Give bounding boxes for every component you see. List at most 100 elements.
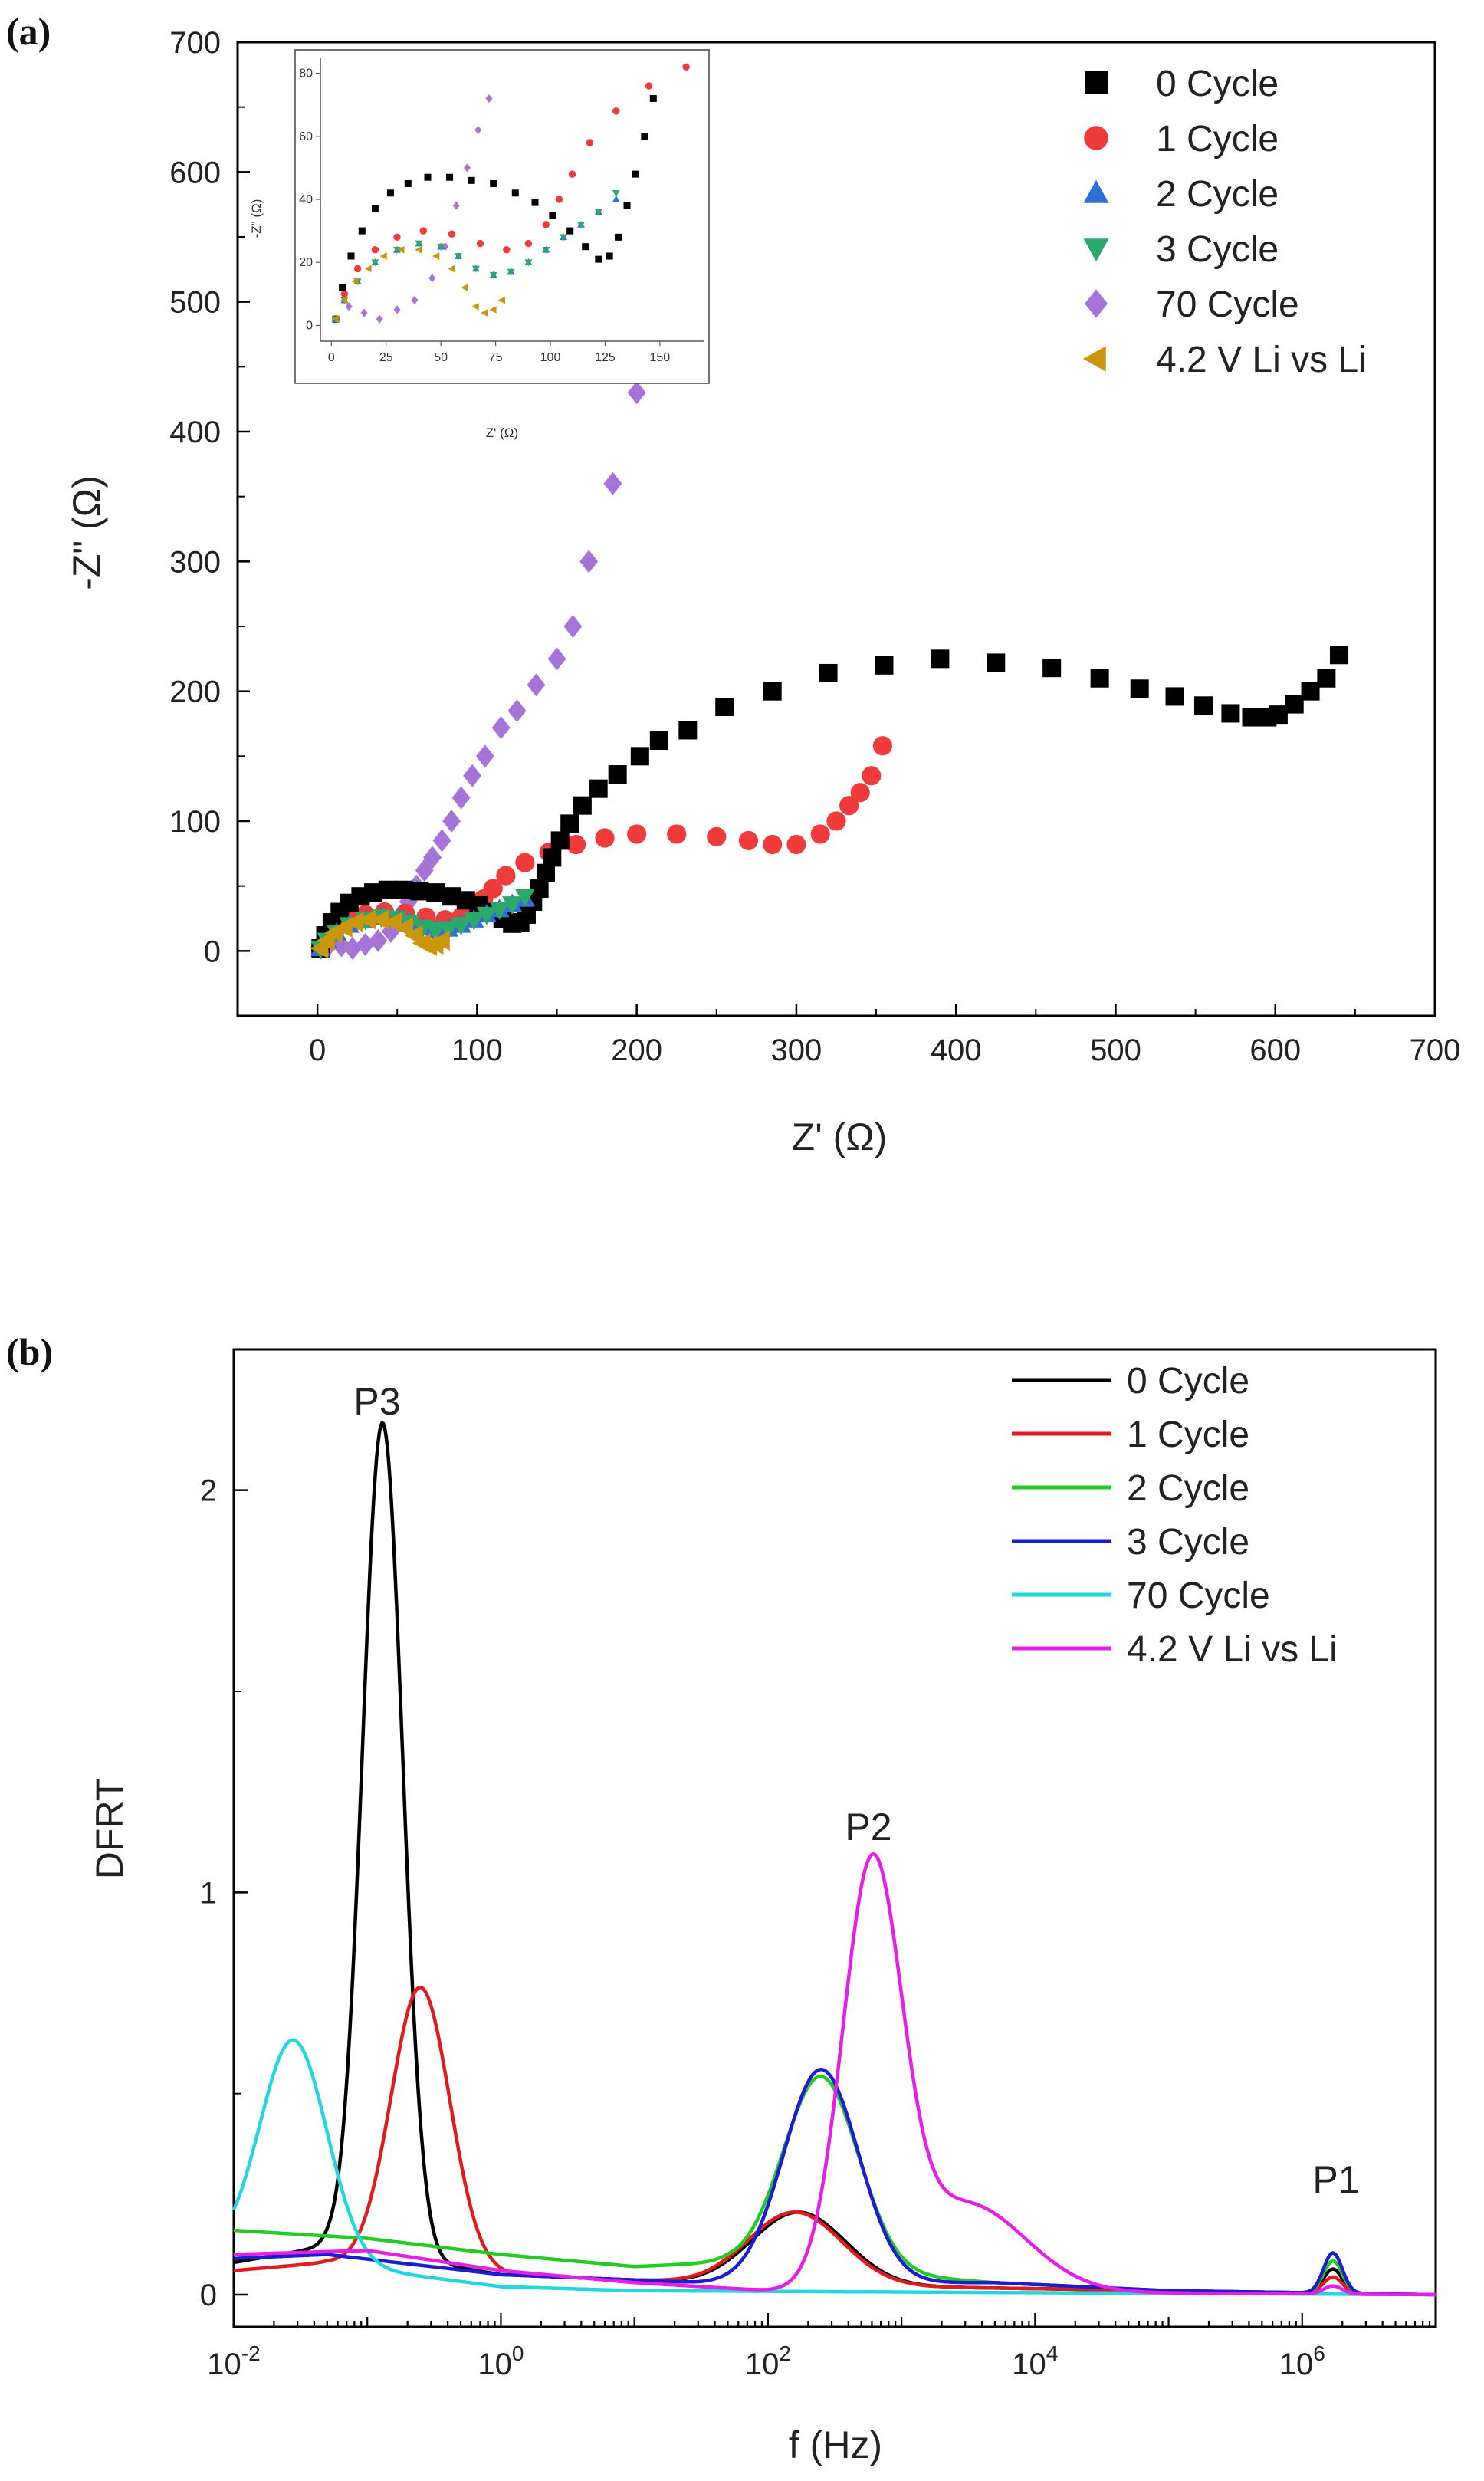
inset-y-tick-label: 20 — [299, 256, 313, 269]
x-tick-label: 100 — [478, 2341, 524, 2381]
data-point — [579, 550, 599, 573]
dfrt-lines — [231, 1420, 1436, 2297]
inset-data-point — [386, 189, 394, 197]
inset-data-point — [432, 252, 440, 260]
annotation-p3: P3 — [353, 1380, 400, 1423]
inset-data-point — [448, 230, 456, 238]
data-point — [489, 901, 510, 920]
legend-a: 0 Cycle 1 Cycle 2 Cycle 3 Cycle 70 Cycle 4.2 … — [1082, 64, 1367, 380]
inset-axis-ticks: 0 25 50 75 100 125 150 0 20 40 60 80 — [299, 58, 704, 364]
legend-marker — [1083, 179, 1109, 203]
data-point — [649, 731, 668, 751]
inset-data-point — [490, 179, 497, 187]
data-point — [1221, 704, 1240, 723]
inset-data-point — [463, 163, 471, 173]
data-point — [527, 673, 546, 697]
data-point — [707, 826, 727, 846]
data-point — [839, 796, 859, 816]
inset-data-point — [347, 252, 355, 260]
panel-a: (a) 0 100 200 300 400 500 600 70001002003004005… — [6, 10, 1460, 1158]
inset-data-point — [485, 94, 493, 104]
panel-label-b: (b) — [6, 1330, 53, 1373]
data-point — [451, 786, 471, 810]
inset-data-point — [437, 243, 445, 251]
inset-data-point — [424, 173, 432, 181]
inset-data-point — [339, 284, 346, 291]
inset-data-point — [568, 170, 576, 178]
data-point — [515, 853, 535, 872]
data-point — [826, 811, 846, 831]
data-point — [426, 883, 445, 902]
legend-label: 4.2 V Li vs Li — [1156, 340, 1367, 380]
data-point — [608, 765, 627, 784]
y-tick-label: 0 — [200, 2279, 217, 2312]
plot-frame-a — [236, 41, 1436, 1017]
x-axis-title-a: Z' (Ω) — [792, 1116, 888, 1158]
data-point — [595, 828, 615, 848]
inset-data-point — [353, 265, 362, 273]
inset-x-tick-label: 150 — [650, 351, 671, 364]
y-tick-label: 0 — [204, 935, 221, 968]
inset-x-tick-label: 75 — [489, 351, 503, 364]
inset-x-tick-label: 100 — [540, 351, 561, 364]
y-tick-label: 100 — [169, 805, 221, 839]
data-point — [496, 866, 516, 886]
legend-label: 3 Cycle — [1156, 229, 1279, 270]
data-point — [1317, 669, 1336, 688]
inset-x-tick-label: 25 — [379, 351, 393, 364]
inset-data-point — [393, 246, 401, 254]
inset-data-point — [560, 234, 568, 242]
inset-data-point — [371, 246, 379, 254]
plot-frame-b — [232, 1348, 1437, 2328]
y-axis-title-a: -Z" (Ω) — [65, 475, 108, 590]
y-tick-label: 2 — [200, 1474, 217, 1508]
data-point — [432, 829, 451, 853]
inset-data-point — [542, 246, 550, 254]
inset-data-point — [446, 173, 454, 181]
data-point — [369, 928, 388, 952]
data-point — [425, 922, 446, 941]
inset-data-point — [511, 189, 519, 197]
data-point — [786, 834, 806, 855]
inset-data-point — [474, 125, 482, 135]
data-point — [345, 912, 364, 933]
data-point — [502, 896, 523, 915]
inset-data-point — [489, 305, 497, 314]
inset-data-point — [415, 240, 423, 248]
data-point — [536, 863, 555, 882]
data-point — [810, 824, 830, 844]
data-point — [423, 846, 442, 869]
annotation-p2: P2 — [845, 1806, 891, 1848]
inset-data-point — [351, 277, 359, 285]
data-point — [1042, 659, 1062, 678]
data-point — [738, 830, 759, 850]
inset-data-point — [632, 170, 639, 178]
legend-label: 1 Cycle — [1156, 119, 1279, 159]
legend-label: 70 Cycle — [1127, 1576, 1270, 1616]
data-point — [589, 779, 608, 798]
inset-data-point — [415, 245, 422, 254]
inset-y-tick-label: 0 — [306, 319, 313, 332]
data-point — [491, 716, 511, 740]
inset-data-point — [507, 268, 515, 276]
data-point — [1130, 679, 1149, 698]
data-point — [763, 834, 783, 855]
data-point — [715, 697, 734, 716]
inset-data-point — [448, 265, 455, 273]
inset-data-point — [577, 222, 585, 229]
data-point — [438, 921, 459, 940]
inset-data-point — [641, 133, 648, 140]
x-tick-label: 104 — [1012, 2341, 1058, 2381]
y-tick-label: 400 — [169, 416, 221, 449]
y-tick-label: 200 — [169, 675, 221, 709]
inset-data-point — [376, 314, 383, 324]
inset-data-point — [404, 179, 412, 187]
legend-marker — [1084, 126, 1108, 150]
x-tick-label: 700 — [1410, 1033, 1461, 1067]
inset-data-point — [612, 189, 620, 197]
legend-marker — [1083, 238, 1109, 262]
data-point — [1165, 687, 1184, 706]
data-point — [573, 796, 592, 815]
inset-y-title: -Z" (Ω) — [249, 199, 264, 238]
